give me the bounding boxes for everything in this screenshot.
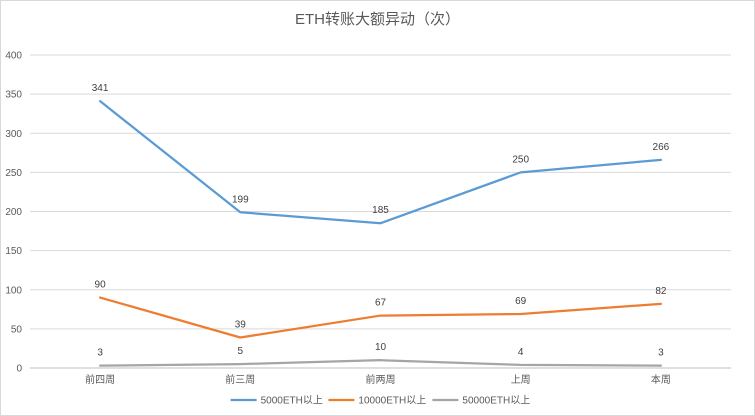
data-label: 10 [375,342,387,353]
y-tick-label: 300 [5,129,22,140]
y-tick-label: 200 [5,207,22,218]
data-label: 266 [653,142,670,153]
legend-label: 5000ETH以上 [261,395,323,407]
data-label: 199 [232,194,249,205]
series-group [98,100,663,367]
series-line [98,296,663,339]
x-tick-label: 前四周 [85,373,115,386]
y-tick-label: 100 [5,285,22,296]
y-axis: 0 50 100 150 200 250 300 350 400 [5,51,22,375]
chart-title: ETH转账大额异动（次） [294,11,460,28]
data-label: 341 [92,83,109,94]
data-label: 39 [235,319,247,330]
legend-label: 50000ETH以上 [462,395,530,407]
data-label: 90 [95,280,107,291]
gridlines [30,54,731,369]
y-tick-label: 400 [5,51,22,62]
data-label: 3 [97,348,103,359]
y-tick-label: 50 [11,324,23,335]
data-labels: 341 199 185 250 266 90 39 67 69 82 3 5 10 4 3 [92,83,670,358]
x-tick-label: 前三周 [225,373,255,386]
x-tick-label: 本周 [651,373,671,386]
data-label: 3 [658,348,664,359]
legend-label: 10000ETH以上 [358,395,426,407]
x-tick-label: 前两周 [366,373,396,386]
series-line [98,359,663,367]
data-label: 82 [655,286,667,297]
y-tick-label: 250 [5,168,22,179]
y-tick-label: 0 [16,364,22,375]
y-tick-label: 150 [5,246,22,257]
data-label: 69 [515,296,527,307]
data-label: 4 [518,347,524,358]
legend: 5000ETH以上 10000ETH以上 50000ETH以上 [230,395,530,407]
data-label: 185 [372,205,389,216]
y-tick-label: 350 [5,90,22,101]
x-axis: 前四周 前三周 前两周 上周 本周 [85,373,671,386]
series-line [98,100,663,225]
data-label: 67 [375,298,387,309]
data-label: 250 [512,154,529,165]
x-tick-label: 上周 [511,374,531,386]
data-label: 5 [238,346,244,357]
